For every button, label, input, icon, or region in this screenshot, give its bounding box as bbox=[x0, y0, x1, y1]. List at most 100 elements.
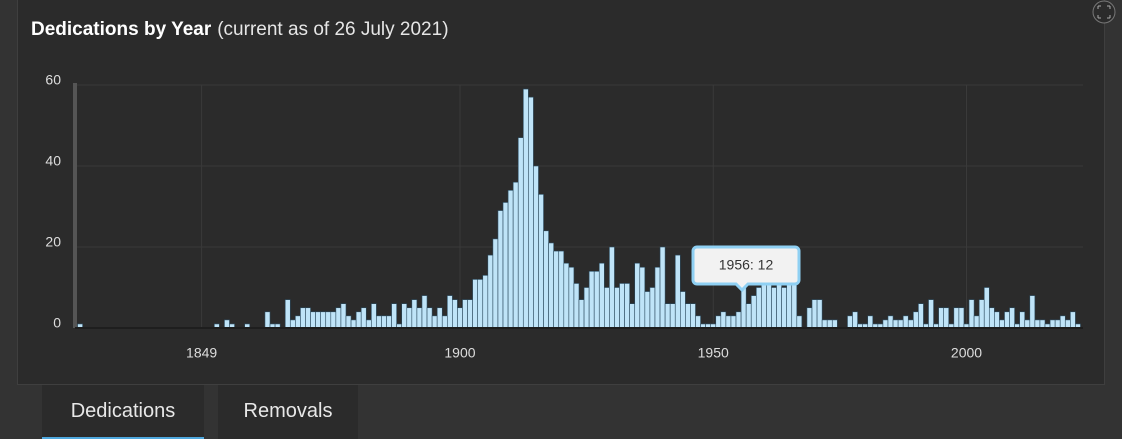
bar bbox=[533, 165, 539, 329]
bar bbox=[907, 319, 914, 329]
bar bbox=[730, 315, 737, 329]
bar bbox=[563, 262, 570, 329]
chart-subtitle: (current as of 26 July 2021) bbox=[217, 19, 448, 40]
bar bbox=[295, 315, 301, 329]
bar bbox=[604, 287, 610, 329]
bar bbox=[852, 311, 858, 329]
bar bbox=[284, 299, 291, 329]
bar bbox=[943, 307, 950, 329]
bar bbox=[386, 315, 392, 329]
bar bbox=[786, 283, 793, 329]
bar bbox=[365, 319, 372, 329]
bar bbox=[224, 319, 230, 329]
bar bbox=[1064, 319, 1071, 329]
bar bbox=[406, 307, 413, 329]
bar bbox=[472, 279, 478, 329]
bar bbox=[431, 315, 438, 329]
bar bbox=[619, 283, 625, 329]
bar bbox=[781, 287, 787, 329]
bar bbox=[639, 266, 646, 329]
bar bbox=[725, 315, 732, 329]
bar bbox=[457, 307, 463, 329]
bar bbox=[578, 299, 585, 329]
bar bbox=[659, 246, 666, 329]
bar bbox=[614, 287, 620, 329]
bar bbox=[1059, 315, 1066, 329]
bar bbox=[315, 311, 321, 329]
x-tick-label: 1950 bbox=[698, 345, 729, 361]
bar bbox=[371, 303, 377, 329]
bar bbox=[305, 307, 311, 329]
bar bbox=[988, 307, 995, 329]
bar bbox=[507, 190, 514, 329]
bar bbox=[593, 270, 600, 329]
bar bbox=[452, 299, 458, 329]
bar bbox=[750, 295, 757, 329]
bar bbox=[487, 254, 494, 329]
bar bbox=[1029, 295, 1036, 329]
bar bbox=[421, 295, 428, 329]
bar bbox=[325, 311, 332, 329]
bar bbox=[598, 262, 605, 329]
bar bbox=[391, 303, 397, 329]
bar bbox=[644, 291, 651, 329]
bar bbox=[882, 319, 889, 329]
bar bbox=[330, 311, 337, 329]
bar bbox=[609, 246, 615, 329]
bar bbox=[664, 303, 671, 329]
bar bbox=[745, 303, 752, 329]
bar bbox=[892, 319, 899, 329]
bar bbox=[938, 307, 945, 329]
bar bbox=[674, 254, 681, 329]
bar bbox=[517, 137, 524, 329]
x-tick-label: 1849 bbox=[186, 345, 217, 361]
bar bbox=[264, 311, 271, 329]
bar bbox=[1039, 319, 1046, 329]
y-tick-label: 60 bbox=[45, 72, 61, 88]
bar bbox=[376, 315, 382, 329]
bar bbox=[355, 311, 362, 329]
bar bbox=[1004, 311, 1010, 329]
bar bbox=[1034, 319, 1041, 329]
bar bbox=[497, 210, 504, 329]
bar bbox=[796, 315, 803, 329]
bar bbox=[690, 303, 696, 329]
bar bbox=[1019, 311, 1026, 329]
bar bbox=[360, 307, 367, 329]
bar bbox=[999, 319, 1005, 329]
tooltip-text: 1956: 12 bbox=[719, 257, 774, 273]
bar bbox=[447, 295, 453, 329]
bar bbox=[289, 319, 296, 329]
bar bbox=[467, 299, 473, 329]
bar bbox=[482, 275, 489, 329]
x-tick-label: 2000 bbox=[951, 345, 982, 361]
bar bbox=[573, 283, 580, 329]
x-tick-label: 1900 bbox=[444, 345, 475, 361]
expand-button[interactable] bbox=[1092, 0, 1116, 24]
bar bbox=[669, 303, 676, 329]
tab[interactable]: Dedications bbox=[42, 385, 204, 439]
bar bbox=[826, 319, 833, 329]
bar bbox=[928, 299, 934, 329]
bar bbox=[897, 319, 904, 329]
bar bbox=[913, 311, 919, 329]
bar bbox=[685, 303, 691, 329]
bar bbox=[416, 307, 423, 329]
tooltip-box bbox=[691, 245, 801, 293]
bar bbox=[654, 266, 661, 329]
bar bbox=[426, 307, 433, 329]
bar bbox=[847, 315, 853, 329]
bar bbox=[462, 299, 468, 329]
bar bbox=[821, 319, 828, 329]
tooltip: 1956: 12 bbox=[691, 245, 801, 293]
y-tick-label: 20 bbox=[45, 234, 61, 250]
chart: Dedications by Year (current as of 26 Ju… bbox=[31, 0, 1116, 361]
bar bbox=[553, 250, 560, 329]
bar bbox=[1009, 307, 1015, 329]
bar bbox=[528, 96, 534, 329]
bar bbox=[411, 299, 418, 329]
bar bbox=[994, 311, 1000, 329]
tab[interactable]: Removals bbox=[218, 385, 358, 439]
bar bbox=[978, 299, 985, 329]
y-tick-label: 0 bbox=[53, 315, 61, 331]
